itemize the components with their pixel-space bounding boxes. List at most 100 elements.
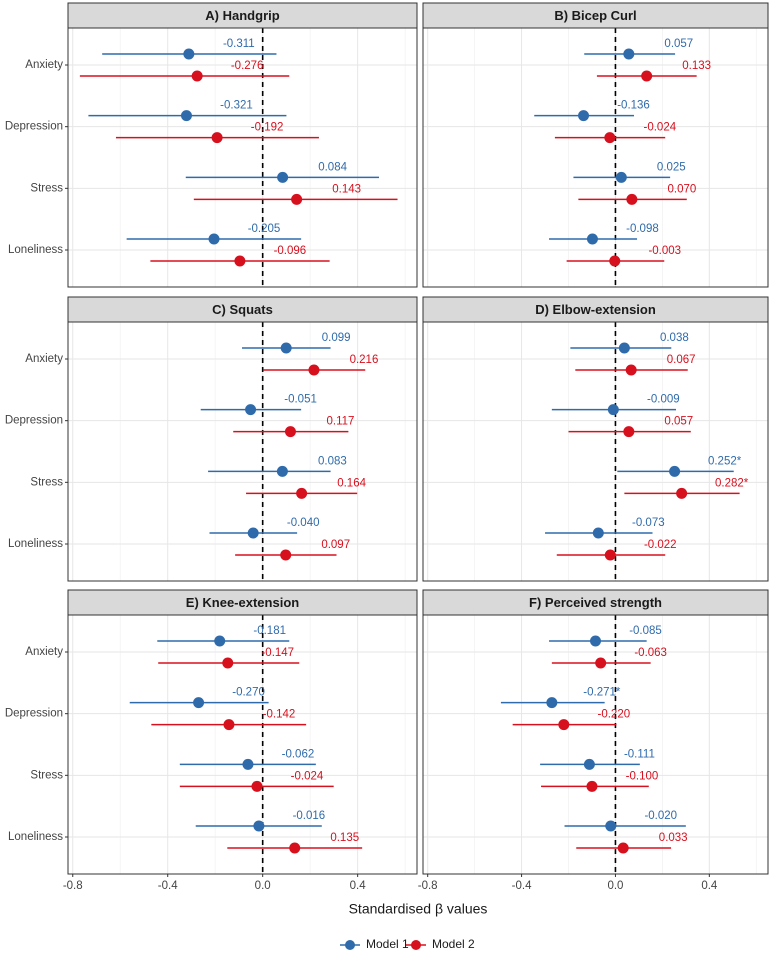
y-tick-label: Depression	[5, 708, 63, 720]
value-label: 0.057	[664, 38, 693, 50]
strip	[67, 589, 418, 616]
x-axis-title: Standardised β values	[349, 901, 488, 917]
value-label: 0.070	[667, 183, 696, 195]
point-estimate	[245, 404, 257, 416]
point-estimate	[607, 404, 619, 416]
point-estimate	[623, 48, 635, 60]
value-label: 0.252*	[708, 455, 742, 467]
point-estimate	[280, 549, 292, 561]
point-estimate	[586, 233, 598, 245]
value-label: 0.117	[326, 416, 354, 428]
legend-key-point	[411, 940, 421, 950]
point-estimate	[625, 364, 637, 376]
panel-title: F) Perceived strength	[529, 595, 662, 610]
value-label: -0.192	[251, 122, 284, 134]
point-estimate	[222, 657, 234, 669]
value-label: 0.282*	[715, 477, 749, 489]
point-estimate	[193, 697, 205, 709]
y-tick-label: Loneliness	[8, 831, 63, 843]
x-tick-label: 0.4	[350, 880, 367, 892]
value-label: 0.084	[318, 161, 347, 173]
x-tick-label: -0.4	[512, 880, 532, 892]
strip	[67, 2, 418, 29]
point-estimate	[641, 70, 653, 82]
value-label: 0.038	[660, 332, 689, 344]
point-estimate	[605, 820, 617, 832]
point-estimate	[586, 780, 598, 792]
value-label: -0.022	[644, 539, 677, 551]
value-label: 0.164	[337, 477, 366, 489]
point-estimate	[277, 171, 289, 183]
point-estimate	[208, 233, 220, 245]
value-label: 0.083	[318, 455, 347, 467]
x-tick-label: 0.0	[607, 880, 623, 892]
value-label: 0.135	[330, 832, 359, 844]
panel-border	[67, 321, 418, 582]
value-label: -0.062	[282, 748, 315, 760]
value-label: 0.099	[322, 332, 351, 344]
value-label: -0.220	[598, 709, 631, 721]
value-label: -0.271*	[583, 687, 621, 699]
point-estimate	[592, 527, 604, 539]
value-label: -0.111	[624, 748, 655, 760]
point-estimate	[253, 820, 265, 832]
point-estimate	[669, 465, 681, 477]
point-estimate	[626, 193, 638, 205]
point-estimate	[546, 697, 558, 709]
panel-title: C) Squats	[212, 302, 273, 317]
point-estimate	[296, 487, 308, 499]
value-label: -0.321	[220, 100, 253, 112]
point-estimate	[251, 780, 263, 792]
point-estimate	[242, 758, 254, 770]
y-tick-label: Anxiety	[25, 646, 63, 658]
point-estimate	[615, 171, 627, 183]
value-label: -0.024	[291, 770, 324, 782]
point-estimate	[604, 549, 616, 561]
point-estimate	[180, 110, 192, 122]
point-estimate	[595, 657, 607, 669]
y-tick-label: Anxiety	[25, 59, 63, 71]
value-label: 0.033	[659, 832, 688, 844]
point-estimate	[234, 255, 246, 267]
value-label: -0.276	[231, 60, 264, 72]
point-estimate	[289, 842, 301, 854]
value-label: -0.016	[293, 810, 326, 822]
value-label: -0.024	[644, 122, 677, 134]
y-tick-label: Anxiety	[25, 353, 63, 365]
value-label: 0.025	[657, 161, 686, 173]
point-estimate	[578, 110, 590, 122]
point-estimate	[583, 758, 595, 770]
point-estimate	[308, 364, 320, 376]
value-label: -0.051	[284, 394, 317, 406]
value-label: 0.067	[667, 354, 696, 366]
value-label: -0.085	[629, 625, 662, 637]
point-estimate	[676, 487, 688, 499]
value-label: -0.311	[223, 38, 255, 50]
point-estimate	[214, 635, 226, 647]
panel-border	[422, 614, 769, 875]
legend-key-point	[345, 940, 355, 950]
y-tick-label: Stress	[30, 182, 63, 194]
panel-title: B) Bicep Curl	[554, 8, 636, 23]
point-estimate	[609, 255, 621, 267]
value-label: -0.003	[648, 245, 681, 257]
x-tick-label: -0.8	[418, 880, 438, 892]
point-estimate	[280, 342, 292, 354]
panel-background	[68, 28, 417, 287]
value-label: -0.136	[617, 100, 650, 112]
x-tick-label: -0.8	[63, 880, 83, 892]
y-tick-label: Loneliness	[8, 244, 63, 256]
point-estimate	[604, 132, 616, 144]
value-label: 0.057	[664, 416, 693, 428]
y-tick-label: Stress	[30, 476, 63, 488]
point-estimate	[590, 635, 601, 647]
point-estimate	[284, 426, 296, 438]
value-label: -0.270	[232, 687, 265, 699]
value-label: -0.096	[274, 245, 307, 257]
value-label: -0.142	[263, 709, 296, 721]
x-tick-label: -0.4	[158, 880, 178, 892]
point-estimate	[247, 527, 259, 539]
point-estimate	[191, 70, 203, 82]
value-label: -0.020	[644, 810, 677, 822]
value-label: -0.147	[261, 647, 294, 659]
